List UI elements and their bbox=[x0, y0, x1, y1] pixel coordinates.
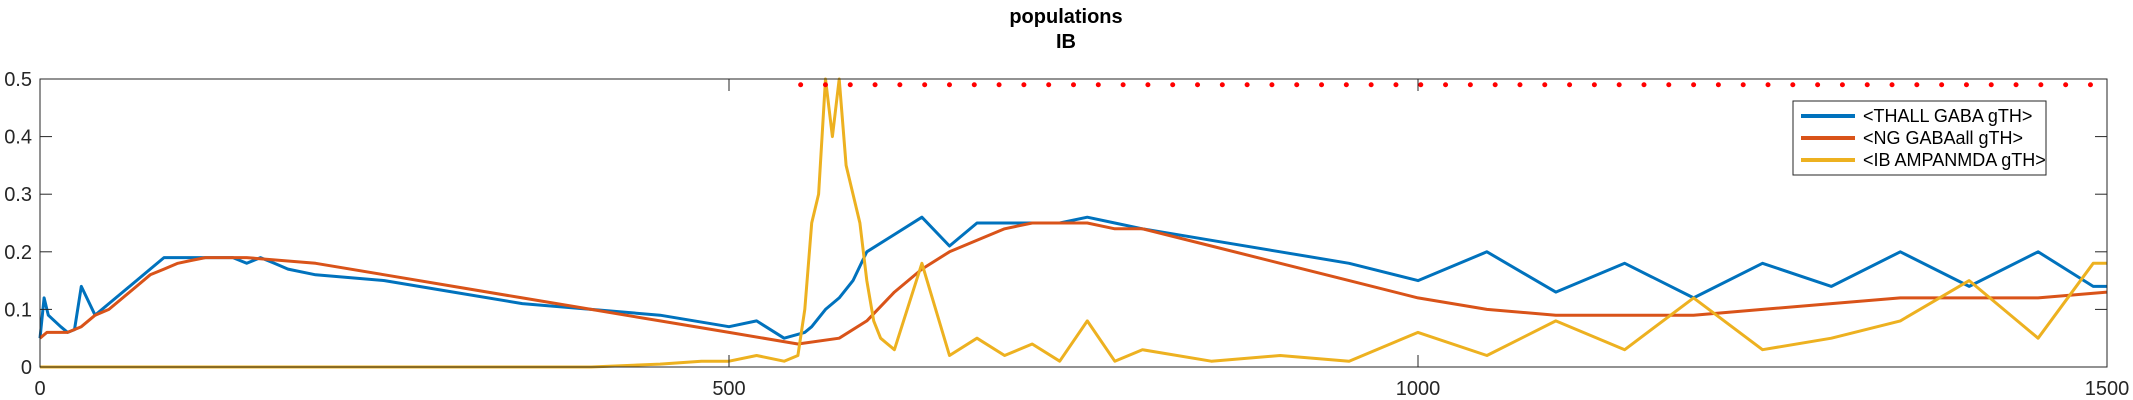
series-line-1 bbox=[38, 215, 2107, 340]
axes-box bbox=[39, 78, 2108, 368]
event-marker-48 bbox=[1963, 82, 1969, 88]
legend-label-2: <NG GABAall gTH> bbox=[1863, 128, 2023, 148]
x-tick-label: 1500 bbox=[2085, 378, 2130, 400]
x-tick-label: 500 bbox=[712, 378, 745, 400]
event-marker-17 bbox=[1195, 82, 1201, 88]
event-marker-6 bbox=[922, 82, 928, 88]
event-marker-30 bbox=[1517, 82, 1523, 88]
event-marker-40 bbox=[1765, 82, 1771, 88]
event-marker-25 bbox=[1393, 82, 1399, 88]
event-marker-3 bbox=[847, 82, 853, 88]
y-tick-label: 0.2 bbox=[4, 242, 32, 264]
x-tick-label: 1000 bbox=[1396, 378, 1441, 400]
event-marker-11 bbox=[1046, 82, 1052, 88]
event-marker-39 bbox=[1740, 82, 1746, 88]
event-marker-2 bbox=[822, 82, 828, 88]
event-marker-21 bbox=[1294, 82, 1300, 88]
y-tick-label: 0.5 bbox=[4, 69, 32, 91]
event-marker-53 bbox=[2087, 82, 2093, 88]
y-tick-label: 0.1 bbox=[4, 299, 32, 321]
event-marker-51 bbox=[2038, 82, 2044, 88]
event-marker-14 bbox=[1120, 82, 1126, 88]
y-tick-label: 0 bbox=[21, 357, 32, 379]
event-marker-35 bbox=[1641, 82, 1647, 88]
event-marker-10 bbox=[1021, 82, 1027, 88]
event-marker-43 bbox=[1839, 82, 1845, 88]
event-marker-36 bbox=[1666, 82, 1672, 88]
event-marker-27 bbox=[1443, 82, 1449, 88]
event-marker-8 bbox=[971, 82, 977, 88]
event-marker-33 bbox=[1591, 82, 1597, 88]
chart-title: populations bbox=[1009, 6, 1122, 28]
event-marker-50 bbox=[2013, 82, 2019, 88]
event-marker-13 bbox=[1095, 82, 1101, 88]
event-marker-22 bbox=[1319, 82, 1325, 88]
event-marker-18 bbox=[1219, 82, 1225, 88]
event-marker-29 bbox=[1492, 82, 1498, 88]
legend-label-1: <THALL GABA gTH> bbox=[1863, 106, 2032, 126]
event-marker-20 bbox=[1269, 82, 1275, 88]
event-marker-7 bbox=[946, 82, 952, 88]
event-marker-47 bbox=[1939, 82, 1945, 88]
event-marker-12 bbox=[1071, 82, 1076, 88]
event-marker-46 bbox=[1914, 82, 1920, 88]
event-marker-37 bbox=[1691, 82, 1697, 88]
event-marker-5 bbox=[897, 82, 903, 88]
event-marker-24 bbox=[1368, 82, 1374, 88]
event-marker-31 bbox=[1542, 82, 1548, 88]
event-marker-38 bbox=[1715, 82, 1721, 88]
event-marker-32 bbox=[1567, 82, 1573, 88]
event-marker-41 bbox=[1790, 82, 1796, 88]
event-marker-28 bbox=[1467, 82, 1473, 88]
axes: 0 500 1000 1500 0 0.1 0.2 0.3 0.4 0.5 bbox=[4, 69, 2129, 400]
event-marker-26 bbox=[1418, 82, 1424, 88]
event-marker-34 bbox=[1616, 82, 1622, 88]
event-marker-19 bbox=[1244, 82, 1250, 88]
event-marker-52 bbox=[2063, 82, 2069, 88]
event-marker-4 bbox=[872, 82, 878, 88]
event-marker-1 bbox=[798, 82, 804, 88]
event-marker-45 bbox=[1889, 82, 1895, 88]
series-line-3 bbox=[40, 77, 2107, 369]
plot-area bbox=[38, 77, 2108, 369]
chart-subtitle: IB bbox=[1056, 31, 1076, 53]
legend-label-3: <IB AMPANMDA gTH> bbox=[1863, 150, 2046, 170]
event-marker-16 bbox=[1170, 82, 1176, 88]
event-markers bbox=[798, 82, 2093, 88]
event-marker-23 bbox=[1343, 82, 1349, 88]
series-line-2 bbox=[39, 221, 2108, 346]
event-marker-9 bbox=[996, 82, 1002, 88]
y-tick-label: 0.3 bbox=[4, 184, 32, 206]
event-marker-44 bbox=[1864, 82, 1870, 88]
x-tick-label: 0 bbox=[34, 378, 45, 400]
event-marker-49 bbox=[1988, 82, 1994, 88]
legend: <THALL GABA gTH><NG GABAall gTH><IB AMPA… bbox=[1792, 100, 2047, 176]
event-marker-15 bbox=[1145, 82, 1151, 88]
y-tick-label: 0.4 bbox=[4, 127, 32, 149]
event-marker-42 bbox=[1815, 82, 1821, 88]
